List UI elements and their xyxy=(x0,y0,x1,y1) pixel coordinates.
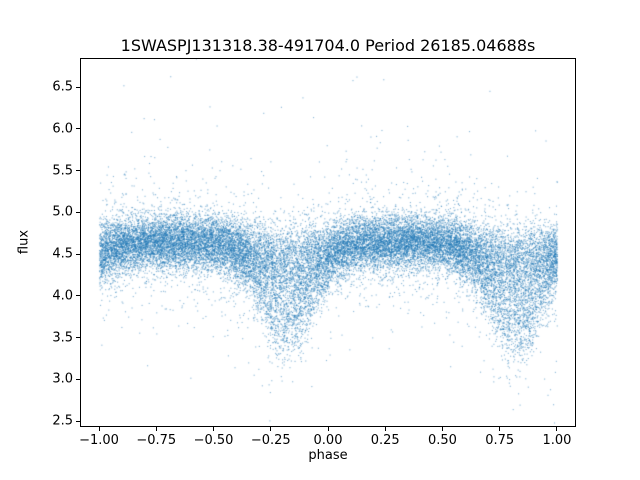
x-tick-mark xyxy=(155,427,157,431)
y-tick-label: 6.0 xyxy=(52,121,73,137)
x-tick-label: −1.00 xyxy=(79,433,119,448)
x-tick-mark xyxy=(499,427,501,431)
y-tick-mark xyxy=(76,211,80,213)
y-tick-label: 3.5 xyxy=(52,330,73,346)
x-tick-label: −0.75 xyxy=(136,433,177,448)
x-tick-mark xyxy=(327,427,329,431)
chart-title: 1SWASPJ131318.38-491704.0 Period 26185.0… xyxy=(120,36,536,55)
y-tick-mark xyxy=(76,337,80,339)
y-tick-label: 5.0 xyxy=(52,204,73,220)
x-tick-mark xyxy=(270,427,272,431)
y-tick-label: 4.0 xyxy=(52,288,73,304)
y-tick-mark xyxy=(76,128,80,130)
x-tick-mark xyxy=(213,427,214,431)
y-tick-mark xyxy=(76,86,80,88)
y-tick-mark xyxy=(76,253,80,255)
y-tick-mark xyxy=(76,170,80,172)
x-tick-label: 0.75 xyxy=(485,433,515,448)
x-tick-label: 1.00 xyxy=(542,433,572,448)
y-tick-label: 2.5 xyxy=(52,413,73,429)
x-tick-label: 0.00 xyxy=(313,433,343,448)
x-tick-label: −0.50 xyxy=(193,433,234,448)
x-tick-label: 0.50 xyxy=(428,433,457,448)
y-tick-mark xyxy=(76,378,80,380)
y-tick-label: 5.5 xyxy=(52,163,73,179)
x-tick-mark xyxy=(384,427,386,431)
scatter-points-canvas xyxy=(80,58,576,427)
y-tick-label: 6.5 xyxy=(52,79,73,95)
x-tick-mark xyxy=(98,427,100,431)
y-tick-mark xyxy=(76,420,80,422)
y-axis-label: flux xyxy=(16,229,32,255)
x-tick-mark xyxy=(441,427,443,431)
x-tick-label: 0.25 xyxy=(370,433,400,448)
x-tick-label: −0.25 xyxy=(250,433,291,448)
y-tick-mark xyxy=(76,295,80,297)
x-axis-label: phase xyxy=(308,448,348,463)
y-tick-label: 4.5 xyxy=(52,246,73,262)
x-tick-mark xyxy=(556,427,558,431)
y-tick-label: 3.0 xyxy=(52,371,73,387)
